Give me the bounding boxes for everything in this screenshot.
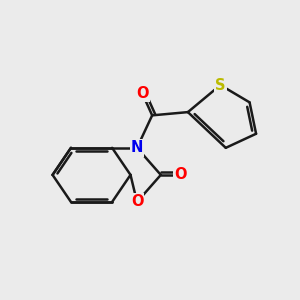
Text: N: N — [131, 140, 143, 155]
Text: S: S — [215, 77, 226, 92]
Text: O: O — [136, 86, 149, 101]
Text: O: O — [131, 194, 143, 209]
Text: O: O — [174, 167, 187, 182]
